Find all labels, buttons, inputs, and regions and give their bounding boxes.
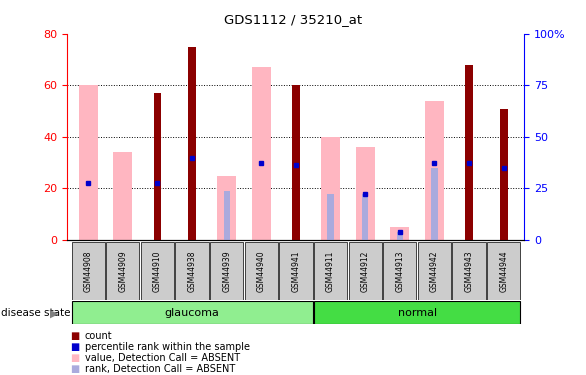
Bar	[390, 227, 410, 240]
Text: GSM44909: GSM44909	[118, 250, 127, 292]
Text: GSM44908: GSM44908	[84, 250, 93, 292]
Bar	[141, 242, 174, 300]
Text: GSM44911: GSM44911	[326, 250, 335, 292]
Text: ■: ■	[70, 364, 80, 374]
Bar	[314, 242, 347, 300]
Text: GSM44910: GSM44910	[153, 250, 162, 292]
Bar	[252, 67, 271, 240]
Bar	[113, 152, 132, 240]
Bar	[292, 86, 300, 240]
Bar	[500, 108, 507, 240]
Bar	[418, 242, 451, 300]
Bar	[362, 194, 369, 240]
Bar	[314, 301, 520, 324]
Bar	[321, 137, 340, 240]
Bar	[328, 194, 333, 240]
Text: ■: ■	[70, 342, 80, 352]
Bar	[431, 168, 438, 240]
Bar	[154, 93, 161, 240]
Text: value, Detection Call = ABSENT: value, Detection Call = ABSENT	[85, 353, 240, 363]
Bar	[217, 176, 236, 240]
Text: ■: ■	[70, 353, 80, 363]
Text: GSM44912: GSM44912	[361, 250, 370, 292]
Text: GSM44938: GSM44938	[188, 250, 196, 292]
Text: GSM44913: GSM44913	[396, 250, 404, 292]
Text: GDS1112 / 35210_at: GDS1112 / 35210_at	[224, 13, 362, 26]
Text: GSM44940: GSM44940	[257, 250, 266, 292]
Bar	[452, 242, 486, 300]
Bar	[71, 301, 312, 324]
Bar	[106, 242, 139, 300]
Bar	[383, 242, 417, 300]
Bar	[397, 232, 403, 240]
Bar	[210, 242, 243, 300]
Text: percentile rank within the sample: percentile rank within the sample	[85, 342, 250, 352]
Text: glaucoma: glaucoma	[165, 308, 220, 318]
Bar	[71, 242, 105, 300]
Text: count: count	[85, 331, 113, 340]
Text: GSM44942: GSM44942	[430, 250, 439, 292]
Bar	[188, 46, 196, 240]
Bar	[280, 242, 312, 300]
Text: normal: normal	[397, 308, 437, 318]
Bar	[465, 64, 473, 240]
Text: GSM44944: GSM44944	[499, 250, 508, 292]
Bar	[245, 242, 278, 300]
Text: ▶: ▶	[50, 309, 59, 319]
Bar	[425, 101, 444, 240]
Bar	[175, 242, 209, 300]
Bar	[356, 147, 374, 240]
Bar	[349, 242, 382, 300]
Bar	[487, 242, 520, 300]
Text: GSM44939: GSM44939	[222, 250, 231, 292]
Text: GSM44943: GSM44943	[465, 250, 473, 292]
Text: ■: ■	[70, 331, 80, 340]
Text: disease state: disease state	[1, 308, 71, 318]
Bar	[224, 191, 230, 240]
Text: GSM44941: GSM44941	[291, 250, 301, 292]
Text: rank, Detection Call = ABSENT: rank, Detection Call = ABSENT	[85, 364, 235, 374]
Bar	[79, 86, 98, 240]
